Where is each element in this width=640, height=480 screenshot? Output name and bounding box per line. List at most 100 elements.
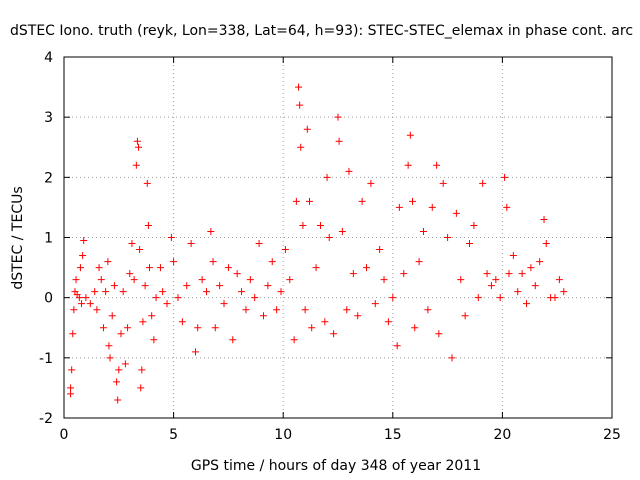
data-point-plus-marker bbox=[404, 161, 412, 169]
data-point-plus-marker bbox=[395, 203, 403, 211]
data-point-plus-marker bbox=[97, 276, 105, 284]
data-point-plus-marker bbox=[229, 336, 237, 344]
data-point-plus-marker bbox=[424, 306, 432, 314]
data-point-plus-marker bbox=[136, 246, 144, 254]
data-point-plus-marker bbox=[273, 306, 281, 314]
data-point-plus-marker bbox=[138, 366, 146, 374]
data-point-plus-marker bbox=[76, 264, 84, 272]
data-point-plus-marker bbox=[143, 179, 151, 187]
data-point-plus-marker bbox=[124, 324, 132, 332]
data-point-plus-marker bbox=[209, 258, 217, 266]
chart-title: dSTEC Iono. truth (reyk, Lon=338, Lat=64… bbox=[10, 23, 633, 39]
data-point-plus-marker bbox=[178, 318, 186, 326]
data-point-plus-marker bbox=[354, 312, 362, 320]
data-point-plus-marker bbox=[479, 179, 487, 187]
data-point-plus-marker bbox=[316, 221, 324, 229]
data-point-plus-marker bbox=[542, 240, 550, 248]
data-point-plus-marker bbox=[323, 173, 331, 181]
data-point-plus-marker bbox=[80, 237, 88, 245]
data-point-plus-marker bbox=[167, 234, 175, 241]
data-point-plus-marker bbox=[531, 282, 539, 290]
data-point-plus-marker bbox=[144, 221, 152, 229]
data-point-plus-marker bbox=[139, 318, 147, 326]
data-point-plus-marker bbox=[330, 330, 338, 338]
data-point-plus-marker bbox=[299, 221, 307, 229]
data-point-plus-marker bbox=[135, 143, 143, 151]
data-point-plus-marker bbox=[238, 288, 246, 296]
data-point-plus-marker bbox=[461, 312, 469, 320]
data-point-plus-marker bbox=[115, 366, 123, 374]
data-point-plus-marker bbox=[428, 203, 436, 211]
data-point-plus-marker bbox=[128, 240, 136, 248]
data-point-plus-marker bbox=[105, 342, 113, 350]
data-point-plus-marker bbox=[334, 113, 342, 121]
data-point-plus-marker bbox=[174, 294, 182, 302]
data-point-plus-marker bbox=[255, 240, 263, 248]
data-point-plus-marker bbox=[523, 300, 531, 308]
data-point-plus-marker bbox=[514, 288, 522, 296]
data-point-plus-marker bbox=[268, 258, 276, 266]
data-point-plus-marker bbox=[69, 330, 77, 338]
data-point-plus-marker bbox=[439, 179, 447, 187]
data-point-plus-marker bbox=[492, 276, 500, 284]
data-point-plus-marker bbox=[384, 318, 392, 326]
data-point-plus-marker bbox=[444, 234, 452, 241]
data-point-plus-marker bbox=[297, 143, 305, 151]
y-tick-label: -1 bbox=[39, 351, 53, 367]
x-axis-label: GPS time / hours of day 348 of year 2011 bbox=[191, 458, 481, 474]
data-point-plus-marker bbox=[68, 366, 76, 374]
data-point-plus-marker bbox=[220, 300, 228, 308]
data-point-plus-marker bbox=[110, 282, 118, 290]
data-point-plus-marker bbox=[211, 324, 219, 332]
data-point-plus-marker bbox=[321, 318, 329, 326]
tick-labels: 0 5 10 15 20 25 -2 -1 0 1 2 3 4 bbox=[39, 50, 621, 443]
data-point-plus-marker bbox=[70, 306, 78, 314]
data-point-plus-marker bbox=[400, 270, 408, 278]
data-point-plus-marker bbox=[86, 300, 94, 308]
y-axis-label: dSTEC / TECUs bbox=[10, 186, 26, 289]
data-point-plus-marker bbox=[393, 342, 401, 350]
data-point-plus-marker bbox=[503, 203, 511, 211]
data-point-plus-marker bbox=[156, 264, 164, 272]
data-point-plus-marker bbox=[187, 240, 195, 248]
data-point-plus-marker bbox=[406, 131, 414, 139]
data-point-plus-marker bbox=[527, 264, 535, 272]
data-point-plus-marker bbox=[555, 276, 563, 284]
data-point-plus-marker bbox=[296, 101, 304, 109]
data-point-plus-marker bbox=[183, 282, 191, 290]
data-point-plus-marker bbox=[75, 294, 83, 302]
data-point-plus-marker bbox=[121, 360, 129, 368]
y-tick-label: 0 bbox=[44, 291, 53, 307]
x-tick-label: 0 bbox=[60, 427, 69, 443]
data-point-plus-marker bbox=[148, 312, 156, 320]
data-point-plus-marker bbox=[312, 264, 320, 272]
data-point-plus-marker bbox=[470, 221, 478, 229]
data-point-plus-marker bbox=[259, 312, 267, 320]
data-point-plus-marker bbox=[95, 264, 103, 272]
data-point-plus-marker bbox=[303, 125, 311, 133]
data-point-plus-marker bbox=[93, 306, 101, 314]
data-point-plus-marker bbox=[277, 288, 285, 296]
data-point-plus-marker bbox=[518, 270, 526, 278]
data-point-plus-marker bbox=[292, 197, 300, 205]
y-tick-label: 3 bbox=[44, 110, 53, 126]
grid-lines bbox=[64, 57, 612, 418]
data-point-plus-marker bbox=[133, 137, 141, 145]
data-point-plus-marker bbox=[104, 258, 112, 266]
data-point-plus-marker bbox=[411, 324, 419, 332]
y-tick-label: 2 bbox=[44, 170, 53, 186]
data-point-plus-marker bbox=[505, 270, 513, 278]
data-point-plus-marker bbox=[551, 294, 559, 302]
data-point-plus-marker bbox=[466, 240, 474, 248]
data-point-plus-marker bbox=[325, 234, 333, 241]
data-point-plus-marker bbox=[150, 336, 158, 344]
data-point-plus-marker bbox=[358, 197, 366, 205]
data-point-plus-marker bbox=[126, 270, 134, 278]
data-point-plus-marker bbox=[202, 288, 210, 296]
data-point-plus-marker bbox=[301, 306, 309, 314]
data-point-plus-marker bbox=[119, 288, 127, 296]
data-point-plus-marker bbox=[264, 282, 272, 290]
data-point-plus-marker bbox=[152, 294, 160, 302]
data-point-plus-marker bbox=[560, 288, 568, 296]
data-point-plus-marker bbox=[106, 354, 114, 362]
